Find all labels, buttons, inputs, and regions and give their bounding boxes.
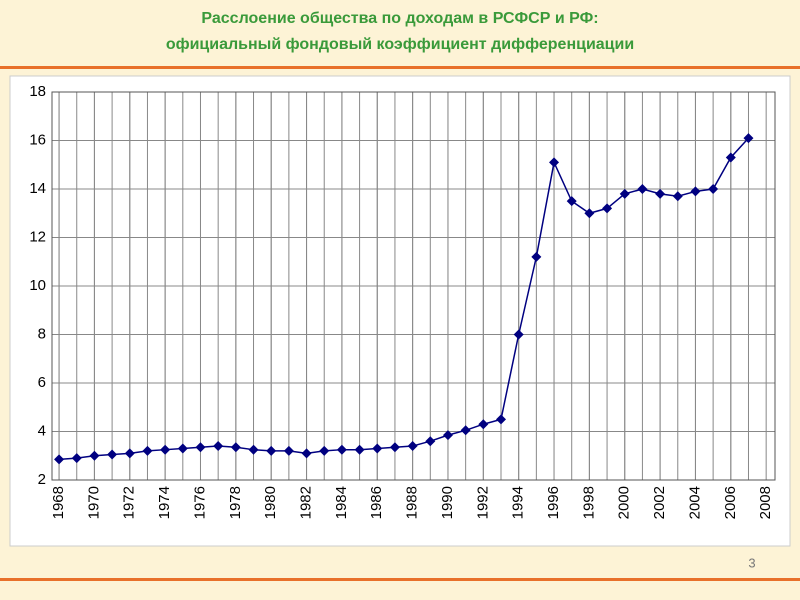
- x-tick-label: 1990: [439, 486, 456, 519]
- y-tick-label: 18: [29, 83, 46, 100]
- marker: [655, 188, 666, 199]
- y-tick-label: 16: [29, 131, 46, 148]
- marker: [619, 188, 630, 199]
- x-tick-label: 1992: [474, 486, 491, 519]
- marker: [584, 208, 595, 219]
- x-tick-label: 1984: [333, 486, 350, 519]
- marker: [425, 436, 436, 447]
- marker: [336, 444, 347, 455]
- x-tick-label: 2004: [686, 486, 703, 519]
- marker: [389, 442, 400, 453]
- x-tick-label: 1980: [262, 486, 279, 519]
- plot-frame: [51, 91, 776, 481]
- x-tick-label: 1986: [368, 486, 385, 519]
- marker: [460, 425, 471, 436]
- marker: [743, 133, 754, 144]
- marker: [549, 157, 560, 168]
- marker: [602, 203, 613, 214]
- marker: [354, 444, 365, 455]
- line: [59, 137, 750, 461]
- marker: [177, 443, 188, 454]
- x-tick-label: 1968: [50, 486, 67, 519]
- chart-title: Расслоение общества по доходам в РСФСР и…: [201, 10, 598, 27]
- marker: [637, 184, 648, 194]
- chart-subtitle: официальный фондовый коэффициент диффере…: [166, 36, 634, 53]
- x-tick-label: 1998: [580, 486, 597, 519]
- y-tick-label: 10: [29, 277, 46, 294]
- y-tick-label: 2: [38, 471, 46, 488]
- marker: [672, 191, 683, 202]
- marker: [71, 453, 82, 464]
- x-tick-label: 2006: [722, 486, 739, 519]
- marker: [142, 445, 153, 456]
- marker: [708, 184, 719, 194]
- x-tick-label: 1982: [298, 486, 315, 519]
- marker: [372, 443, 383, 454]
- x-tick-label: 1994: [510, 486, 527, 519]
- marker: [124, 448, 135, 459]
- x-tick-label: 1974: [156, 486, 173, 519]
- marker: [107, 449, 118, 460]
- rule: [0, 66, 800, 69]
- y-tick-label: 8: [38, 325, 46, 342]
- x-tick-label: 1996: [545, 486, 562, 519]
- marker: [283, 445, 294, 456]
- y-tick-label: 14: [29, 180, 46, 197]
- x-tick-label: 1972: [121, 486, 138, 519]
- marker: [690, 186, 701, 197]
- marker: [248, 444, 259, 455]
- marker: [496, 414, 507, 425]
- marker: [478, 419, 489, 430]
- marker: [725, 152, 736, 163]
- rule: [0, 578, 800, 581]
- page-number: 3: [748, 555, 755, 570]
- y-tick-label: 4: [38, 422, 46, 439]
- marker: [513, 329, 524, 340]
- marker: [407, 441, 418, 452]
- x-tick-label: 1978: [227, 486, 244, 519]
- marker: [531, 251, 542, 262]
- x-tick-label: 1988: [404, 486, 421, 519]
- marker: [54, 454, 65, 465]
- marker: [160, 444, 171, 455]
- x-tick-label: 2008: [757, 486, 774, 519]
- marker: [566, 196, 577, 207]
- x-tick-label: 2002: [651, 486, 668, 519]
- x-tick-label: 1976: [191, 486, 208, 519]
- x-tick-label: 1970: [85, 486, 102, 519]
- plot: 2 4 6 8 10 12 14 16 18 1968 1970 1972 1974 1976 1978 19…: [29, 83, 776, 519]
- marker: [230, 442, 241, 453]
- marker: [266, 445, 277, 456]
- y-tick-label: 12: [29, 228, 46, 245]
- marker: [89, 450, 100, 461]
- marker: [195, 442, 206, 453]
- marker: [213, 441, 224, 452]
- marker: [442, 430, 453, 441]
- y-tick-label: 6: [38, 374, 46, 391]
- marker: [319, 445, 330, 456]
- x-tick-label: 2000: [616, 486, 633, 519]
- chart-area: [9, 75, 791, 547]
- marker: [301, 448, 312, 459]
